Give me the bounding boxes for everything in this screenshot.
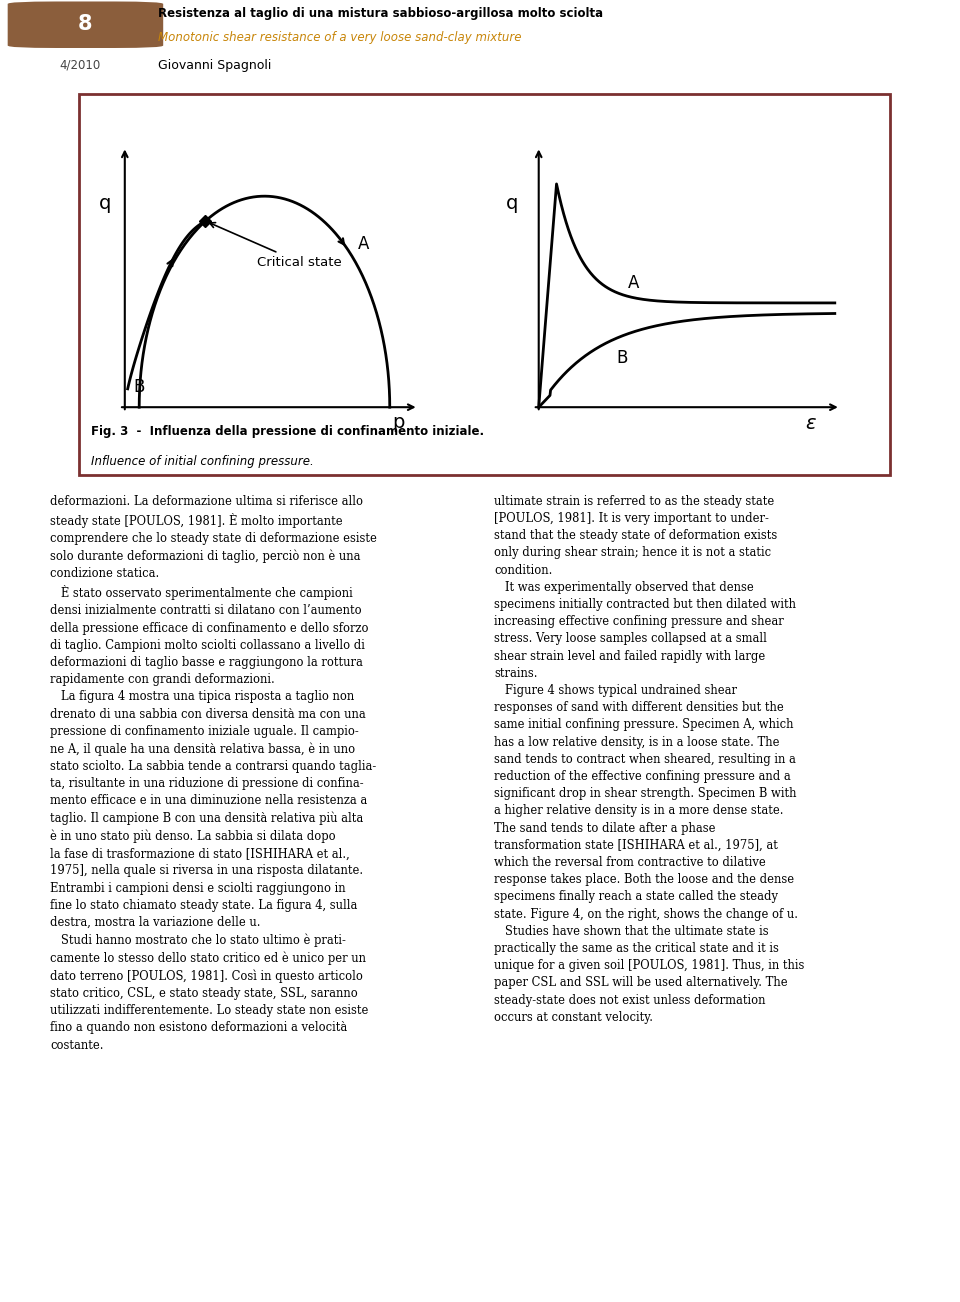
Text: B: B — [616, 349, 627, 367]
Text: q: q — [506, 194, 518, 214]
Text: ultimate strain is referred to as the steady state
[POULOS, 1981]. It is very im: ultimate strain is referred to as the st… — [494, 495, 804, 1023]
Text: B: B — [133, 379, 145, 396]
Text: deformazioni. La deformazione ultima si riferisce allo
steady state [POULOS, 198: deformazioni. La deformazione ultima si … — [50, 495, 376, 1052]
Text: Influence of initial confining pressure.: Influence of initial confining pressure. — [91, 454, 314, 467]
Text: Critical state: Critical state — [209, 223, 342, 268]
Text: 4/2010: 4/2010 — [60, 59, 101, 72]
Text: Monotonic shear resistance of a very loose sand-clay mixture: Monotonic shear resistance of a very loo… — [158, 31, 522, 43]
FancyBboxPatch shape — [8, 1, 163, 48]
Text: q: q — [99, 194, 110, 214]
Text: A: A — [358, 236, 369, 253]
Text: Fig. 3  -  Influenza della pressione di confinamento iniziale.: Fig. 3 - Influenza della pressione di co… — [91, 424, 484, 437]
Text: Resistenza al taglio di una mistura sabbioso-argillosa molto sciolta: Resistenza al taglio di una mistura sabb… — [158, 8, 604, 21]
Text: 8: 8 — [78, 14, 93, 34]
Text: $\varepsilon$: $\varepsilon$ — [805, 414, 817, 432]
Text: Giovanni Spagnoli: Giovanni Spagnoli — [158, 59, 272, 72]
Text: p: p — [393, 413, 404, 431]
Text: A: A — [628, 273, 639, 292]
